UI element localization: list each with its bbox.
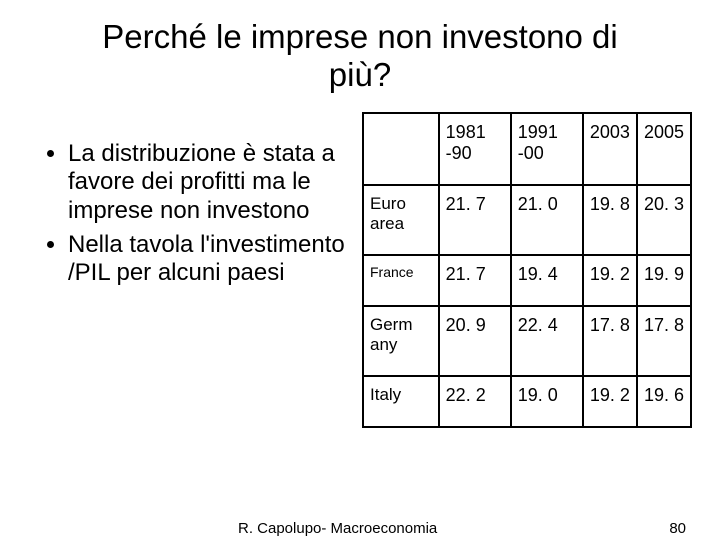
cell: 17. 8 — [583, 306, 637, 376]
slide-title: Perché le imprese non investono di più? — [28, 18, 692, 94]
cell: 20. 9 — [439, 306, 511, 376]
cell: 21. 7 — [439, 185, 511, 255]
bullet-item-2: Nella tavola l'investimento /PIL per alc… — [68, 231, 350, 288]
cell: 19. 2 — [583, 376, 637, 427]
row-label-germany: Germ any — [363, 306, 439, 376]
cell: 21. 7 — [439, 255, 511, 306]
row-label-france: France — [363, 255, 439, 306]
bullet-item-1: La distribuzione è stata a favore dei pr… — [68, 140, 350, 225]
cell: 17. 8 — [637, 306, 691, 376]
header-2005: 2005 — [637, 113, 691, 185]
content-area: La distribuzione è stata a favore dei pr… — [28, 112, 692, 428]
table-row: Germ any 20. 9 22. 4 17. 8 17. 8 — [363, 306, 691, 376]
header-1991: 1991 -00 — [511, 113, 583, 185]
row-label-italy: Italy — [363, 376, 439, 427]
cell: 19. 0 — [511, 376, 583, 427]
cell: 20. 3 — [637, 185, 691, 255]
title-line-1: Perché le imprese non investono di — [102, 18, 617, 55]
title-line-2: più? — [329, 56, 391, 93]
cell: 22. 4 — [511, 306, 583, 376]
header-1981: 1981 -90 — [439, 113, 511, 185]
cell: 19. 2 — [583, 255, 637, 306]
table-row: France 21. 7 19. 4 19. 2 19. 9 — [363, 255, 691, 306]
footer-author: R. Capolupo- Macroeconomia — [238, 520, 437, 537]
table-row: Italy 22. 2 19. 0 19. 2 19. 6 — [363, 376, 691, 427]
header-blank — [363, 113, 439, 185]
data-table: 1981 -90 1991 -00 2003 2005 Euro area 21… — [362, 112, 692, 428]
cell: 19. 9 — [637, 255, 691, 306]
table-row: Euro area 21. 7 21. 0 19. 8 20. 3 — [363, 185, 691, 255]
cell: 22. 2 — [439, 376, 511, 427]
header-2003: 2003 — [583, 113, 637, 185]
cell: 19. 6 — [637, 376, 691, 427]
table-header-row: 1981 -90 1991 -00 2003 2005 — [363, 113, 691, 185]
bullet-list: La distribuzione è stata a favore dei pr… — [40, 112, 350, 428]
cell: 19. 8 — [583, 185, 637, 255]
cell: 19. 4 — [511, 255, 583, 306]
cell: 21. 0 — [511, 185, 583, 255]
row-label-euro: Euro area — [363, 185, 439, 255]
data-table-wrap: 1981 -90 1991 -00 2003 2005 Euro area 21… — [362, 112, 692, 428]
footer-page-number: 80 — [669, 520, 686, 537]
